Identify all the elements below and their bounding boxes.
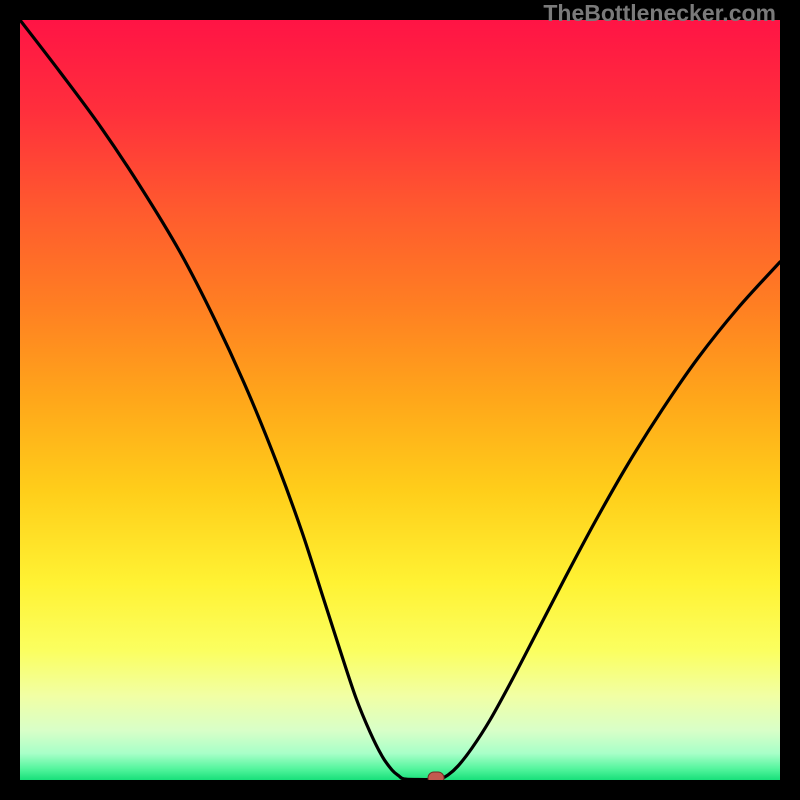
plot-area (20, 20, 780, 780)
marker-layer (20, 20, 780, 780)
watermark-text: TheBottlenecker.com (543, 0, 776, 27)
bottleneck-marker (428, 772, 444, 780)
